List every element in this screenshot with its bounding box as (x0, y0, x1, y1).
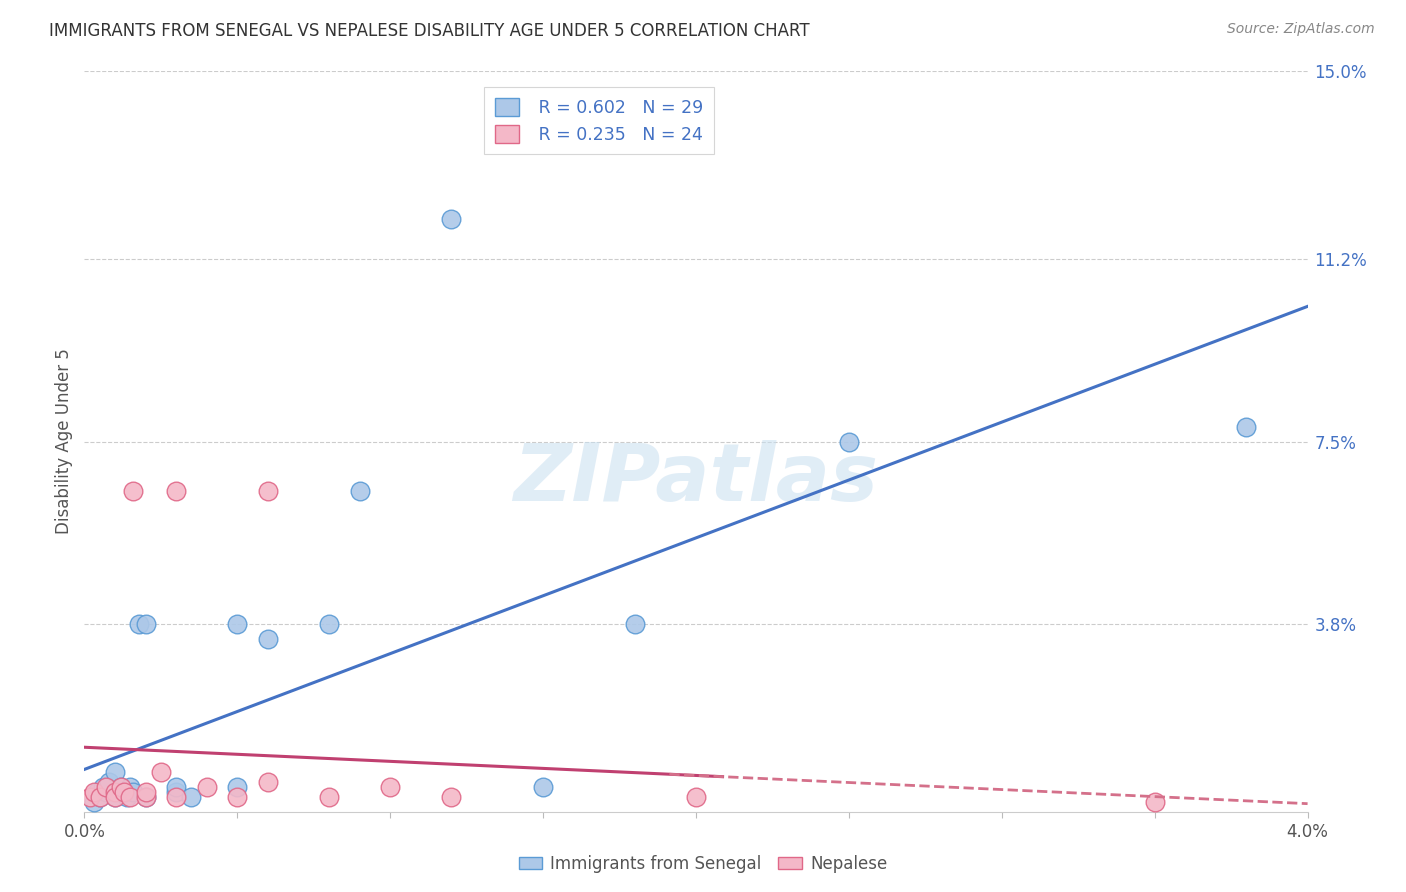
Point (1143, 795, 1166, 809)
Point (1236, 419, 1258, 434)
Point (122, 785, 145, 799)
Point (180, 789, 202, 804)
Point (83, 795, 105, 809)
Point (91, 780, 114, 794)
Point (120, 780, 142, 794)
Point (120, 789, 142, 804)
Point (89, 789, 111, 804)
Point (135, 617, 157, 632)
Point (165, 785, 187, 799)
Point (624, 617, 647, 632)
Point (838, 434, 860, 449)
Point (104, 789, 127, 804)
Y-axis label: Disability Age Under 5: Disability Age Under 5 (55, 349, 73, 534)
Point (440, 212, 463, 227)
Point (112, 785, 135, 799)
Point (115, 789, 138, 804)
Point (149, 765, 172, 780)
Point (94, 780, 117, 794)
Point (122, 483, 145, 498)
Point (135, 789, 157, 804)
Point (226, 617, 249, 632)
Point (79, 789, 101, 804)
Point (128, 617, 150, 632)
Legend: Immigrants from Senegal, Nepalese: Immigrants from Senegal, Nepalese (512, 848, 894, 880)
Point (135, 789, 157, 804)
Point (531, 780, 554, 794)
Point (257, 775, 280, 789)
Point (226, 780, 249, 794)
Point (195, 780, 218, 794)
Point (318, 789, 340, 804)
Point (110, 780, 132, 794)
Text: IMMIGRANTS FROM SENEGAL VS NEPALESE DISABILITY AGE UNDER 5 CORRELATION CHART: IMMIGRANTS FROM SENEGAL VS NEPALESE DISA… (49, 22, 810, 40)
Point (83, 785, 105, 799)
Point (94, 785, 117, 799)
Point (104, 789, 127, 804)
Point (97, 775, 120, 789)
Point (89, 789, 111, 804)
Point (440, 789, 463, 804)
Point (349, 483, 371, 498)
Point (112, 785, 135, 799)
Text: ZIPatlas: ZIPatlas (513, 440, 879, 517)
Point (318, 617, 340, 632)
Point (165, 780, 187, 794)
Legend:  R = 0.602   N = 29,  R = 0.235   N = 24: R = 0.602 N = 29, R = 0.235 N = 24 (485, 87, 714, 154)
Point (165, 789, 187, 804)
Point (104, 785, 127, 799)
Point (86, 785, 108, 799)
Point (685, 789, 707, 804)
Point (110, 780, 132, 794)
Point (257, 632, 280, 646)
Point (257, 483, 280, 498)
Point (135, 785, 157, 799)
Text: Source: ZipAtlas.com: Source: ZipAtlas.com (1227, 22, 1375, 37)
Point (165, 483, 187, 498)
Point (104, 765, 127, 780)
Point (380, 780, 402, 794)
Point (226, 789, 249, 804)
